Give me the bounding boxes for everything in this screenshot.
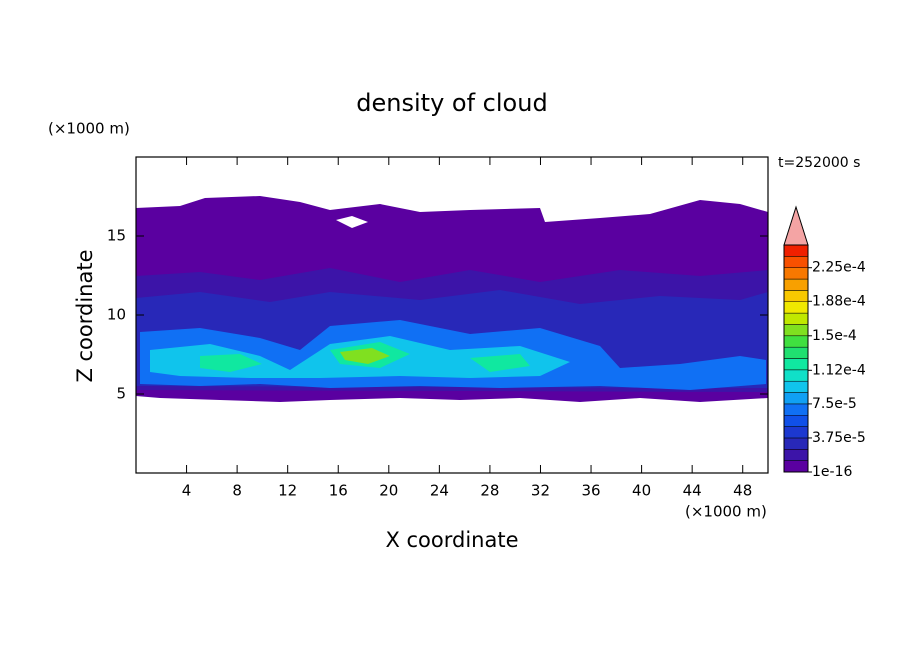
colorbar-band (783, 290, 809, 302)
colorbar-band (783, 312, 809, 325)
colorbar-band (783, 278, 809, 291)
colorbar-tick-label: 1.5e-4 (812, 328, 857, 344)
colorbar-tick-label: 7.5e-5 (812, 396, 857, 412)
colorbar-band (783, 437, 809, 450)
plot-frame (135, 156, 769, 474)
time-label: t=252000 s (778, 155, 860, 171)
colorbar-band (783, 426, 809, 439)
x-tick-label: 4 (182, 482, 192, 500)
colorbar-band (783, 324, 809, 337)
colorbar-band (783, 460, 809, 473)
cloud-field (136, 196, 768, 402)
colorbar-frame (783, 244, 809, 473)
y-tick-label: 10 (107, 306, 126, 324)
x-tick-label: 20 (379, 482, 398, 500)
cloud-gap (336, 216, 368, 228)
colorbar-band (783, 244, 809, 257)
colorbar-tick-label: 1.12e-4 (812, 362, 866, 378)
colorbar-band (783, 335, 809, 348)
chart-title: density of cloud (356, 89, 547, 117)
x-tick-label: 36 (581, 482, 600, 500)
colorbar-over (783, 205, 809, 246)
y-unit: (×1000 m) (48, 120, 130, 138)
y-tick-label: 5 (116, 385, 126, 403)
colorbar-tick-label: 2.25e-4 (812, 260, 866, 276)
colorbar-band (783, 380, 809, 393)
colorbar-band (783, 403, 809, 416)
x-tick-label: 32 (531, 482, 550, 500)
colorbar-band (783, 392, 809, 405)
colorbar-band (783, 346, 809, 359)
y-tick-label: 15 (107, 227, 126, 245)
x-tick-label: 28 (480, 482, 499, 500)
y-axis-label: Z coordinate (73, 249, 97, 382)
colorbar-band (783, 449, 809, 461)
x-tick-label: 44 (683, 482, 702, 500)
colorbar-tick-label: 3.75e-5 (812, 430, 866, 446)
x-tick-label: 24 (430, 482, 449, 500)
colorbar-band (783, 358, 809, 371)
x-unit: (×1000 m) (685, 503, 767, 521)
x-tick-label: 48 (733, 482, 752, 500)
colorbar-tick-label: 1.88e-4 (812, 293, 866, 309)
colorbar-band (783, 267, 809, 280)
x-axis-label: X coordinate (385, 528, 518, 552)
colorbar-tick-label: 1e-16 (812, 464, 852, 480)
colorbar-band (783, 256, 809, 268)
x-tick-label: 40 (632, 482, 651, 500)
x-tick-label: 12 (278, 482, 297, 500)
colorbar-band (783, 369, 809, 382)
colorbar-band (783, 415, 809, 427)
cloud-region (340, 348, 390, 364)
colorbar-band (783, 301, 809, 314)
x-tick-label: 8 (232, 482, 242, 500)
x-tick-label: 16 (329, 482, 348, 500)
